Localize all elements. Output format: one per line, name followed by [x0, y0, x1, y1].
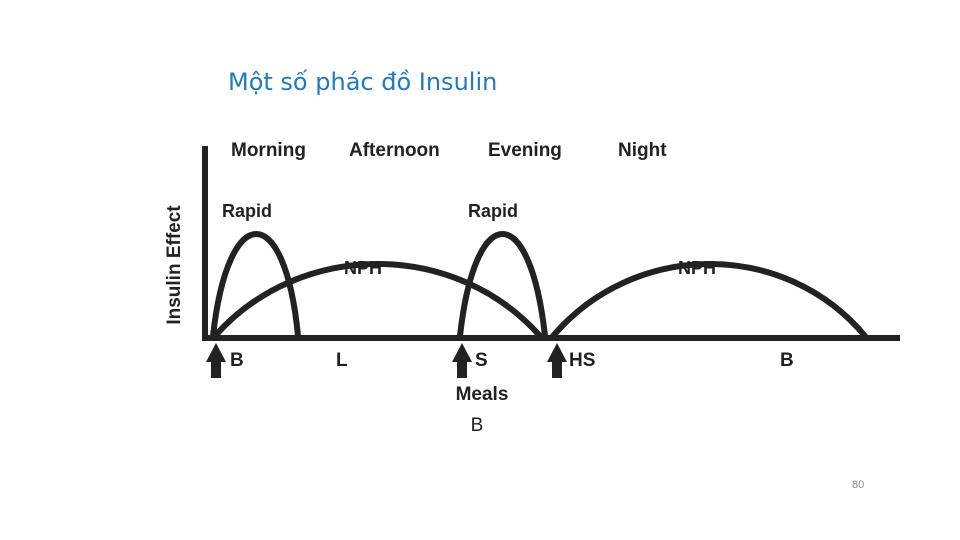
curve-label-rapid-2: Rapid: [468, 201, 518, 221]
injection-arrow-breakfast: [206, 343, 226, 378]
timeline-l: L: [336, 350, 348, 371]
injection-arrow-bedtime: [547, 343, 567, 378]
curve-label-rapid-1: Rapid: [222, 201, 272, 221]
timeline-hs: HS: [569, 350, 595, 371]
diagram-caption: B: [471, 415, 484, 436]
timeline-b-start: B: [230, 350, 244, 371]
meals-label: Meals: [456, 384, 509, 405]
timeline-s: S: [475, 350, 488, 371]
page-number: 80: [852, 479, 865, 491]
nph-curve-bedtime: [550, 261, 868, 339]
rapid-curve-evening: [457, 231, 548, 339]
timeline-b-end: B: [780, 350, 794, 371]
nph-curve-morning: [212, 261, 543, 339]
injection-arrow-supper: [452, 343, 472, 378]
y-axis-label: Insulin Effect: [164, 205, 185, 325]
period-night: Night: [618, 140, 667, 161]
period-evening: Evening: [488, 140, 562, 161]
period-afternoon: Afternoon: [349, 140, 440, 161]
rapid-curve-morning: [210, 231, 301, 339]
slide-title: Một số phác đồ Insulin: [228, 68, 498, 96]
period-morning: Morning: [231, 140, 306, 161]
